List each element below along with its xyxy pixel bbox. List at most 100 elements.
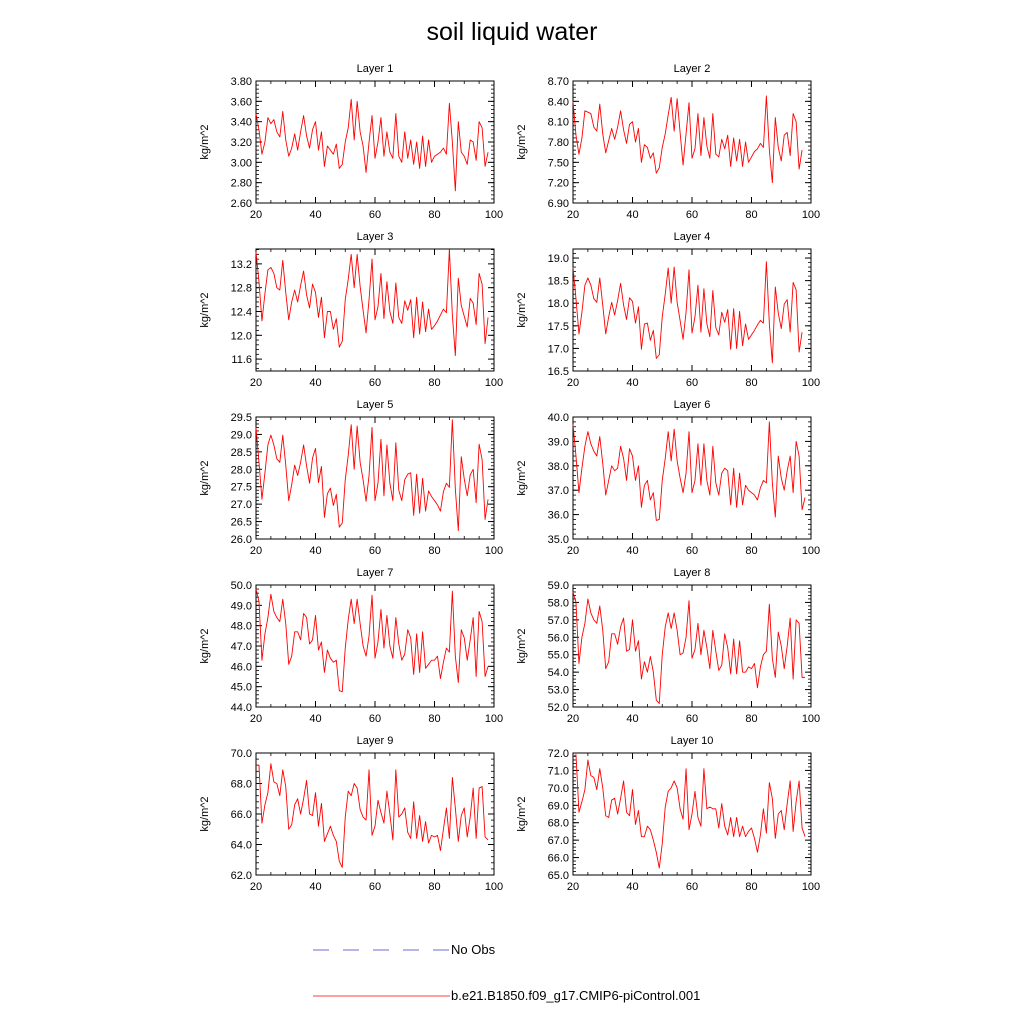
y-tick-label: 68.0 [231, 779, 252, 791]
x-tick-label: 20 [250, 377, 262, 389]
x-tick-label: 60 [369, 545, 381, 557]
panel-title: Layer 1 [357, 63, 394, 75]
y-tick-label: 53.0 [548, 685, 569, 697]
panel-title: Layer 9 [357, 735, 394, 747]
y-tick-label: 26.0 [231, 534, 252, 546]
x-tick-label: 80 [428, 209, 440, 221]
y-tick-label: 17.0 [548, 343, 569, 355]
plot-frame [255, 80, 495, 204]
panel-title: Layer 10 [671, 735, 714, 747]
x-tick-label: 100 [802, 713, 820, 725]
x-tick-label: 20 [567, 881, 579, 893]
x-tick-label: 20 [250, 713, 262, 725]
x-tick-label: 60 [369, 713, 381, 725]
x-tick-label: 60 [686, 209, 698, 221]
x-tick-label: 60 [686, 713, 698, 725]
x-tick-label: 20 [567, 209, 579, 221]
panel-title: Layer 3 [357, 231, 394, 243]
y-tick-label: 66.0 [231, 809, 252, 821]
plot-frame [255, 248, 495, 372]
y-axis-label: kg/m^2 [199, 460, 211, 495]
x-tick-label: 20 [567, 713, 579, 725]
y-tick-label: 29.5 [231, 412, 252, 424]
y-tick-label: 12.8 [231, 283, 252, 295]
panel-grid: Layer 1 20 40 60 80 100 2.60 2.80 3.00 3.20 3.40 3.… [199, 63, 820, 893]
y-tick-label: 48.0 [231, 621, 252, 633]
panel-title: Layer 6 [674, 399, 711, 411]
y-tick-label: 39.0 [548, 436, 569, 448]
x-tick-label: 40 [626, 545, 638, 557]
x-tick-label: 80 [428, 881, 440, 893]
y-tick-label: 71.0 [548, 765, 569, 777]
y-tick-label: 8.40 [548, 96, 569, 108]
y-tick-label: 27.5 [231, 482, 252, 494]
y-tick-label: 50.0 [231, 580, 252, 592]
y-tick-label: 45.0 [231, 682, 252, 694]
y-axis-label: kg/m^2 [516, 292, 528, 327]
y-tick-label: 12.0 [231, 330, 252, 342]
y-tick-label: 40.0 [548, 412, 569, 424]
y-tick-label: 3.60 [231, 96, 252, 108]
x-tick-label: 100 [485, 545, 503, 557]
y-axis-label: kg/m^2 [516, 124, 528, 159]
plot-frame [255, 752, 495, 876]
legend-label-no-obs: No Obs [451, 942, 496, 957]
x-tick-label: 80 [745, 713, 757, 725]
x-tick-label: 40 [309, 209, 321, 221]
series-line [255, 588, 489, 693]
y-tick-label: 3.40 [231, 117, 252, 129]
plot-frame [572, 248, 812, 372]
y-tick-label: 17.5 [548, 321, 569, 333]
x-tick-label: 100 [802, 209, 820, 221]
y-tick-label: 18.5 [548, 276, 569, 288]
panel-1: Layer 1 20 40 60 80 100 2.60 2.80 3.00 3.20 3.40 3.… [199, 63, 503, 221]
series-line [572, 591, 806, 704]
panel-4: Layer 4 20 40 60 80 100 16.5 17.0 17.5 18.0 18.5 19… [516, 231, 820, 389]
x-tick-label: 20 [250, 881, 262, 893]
y-tick-label: 62.0 [231, 870, 252, 882]
x-tick-label: 80 [745, 377, 757, 389]
y-tick-label: 2.80 [231, 178, 252, 190]
x-tick-label: 40 [309, 545, 321, 557]
panel-title: Layer 2 [674, 63, 711, 75]
plot-frame [572, 584, 812, 708]
y-tick-label: 64.0 [231, 840, 252, 852]
y-tick-label: 55.0 [548, 650, 569, 662]
y-tick-label: 46.0 [231, 661, 252, 673]
series-line [572, 754, 806, 869]
y-tick-label: 6.90 [548, 198, 569, 210]
x-tick-label: 40 [626, 209, 638, 221]
plot-frame [572, 416, 812, 540]
y-tick-label: 28.0 [231, 464, 252, 476]
y-tick-label: 3.20 [231, 137, 252, 149]
x-tick-label: 100 [802, 545, 820, 557]
x-tick-label: 60 [686, 377, 698, 389]
y-tick-label: 27.0 [231, 499, 252, 511]
figure-title: soil liquid water [427, 18, 598, 46]
x-tick-label: 40 [626, 713, 638, 725]
y-tick-label: 16.5 [548, 366, 569, 378]
y-tick-label: 68.0 [548, 818, 569, 830]
x-tick-label: 80 [745, 209, 757, 221]
panel-title: Layer 4 [674, 231, 711, 243]
y-tick-label: 66.0 [548, 853, 569, 865]
y-tick-label: 70.0 [548, 783, 569, 795]
y-tick-label: 7.20 [548, 178, 569, 190]
panel-9: Layer 9 20 40 60 80 100 62.0 64.0 66.0 68.0 70.0 kg… [199, 735, 503, 893]
y-axis-label: kg/m^2 [199, 628, 211, 663]
y-tick-label: 57.0 [548, 615, 569, 627]
y-tick-label: 38.0 [548, 461, 569, 473]
y-tick-label: 49.0 [231, 600, 252, 612]
y-tick-label: 18.0 [548, 298, 569, 310]
y-tick-label: 59.0 [548, 580, 569, 592]
panel-title: Layer 7 [357, 567, 394, 579]
y-tick-label: 52.0 [548, 702, 569, 714]
panel-2: Layer 2 20 40 60 80 100 6.90 7.20 7.50 7.80 8.10 8.… [516, 63, 820, 221]
x-tick-label: 100 [802, 377, 820, 389]
panel-title: Layer 8 [674, 567, 711, 579]
y-tick-label: 28.5 [231, 447, 252, 459]
series-line [256, 763, 489, 868]
x-tick-label: 40 [309, 377, 321, 389]
x-tick-label: 80 [745, 545, 757, 557]
